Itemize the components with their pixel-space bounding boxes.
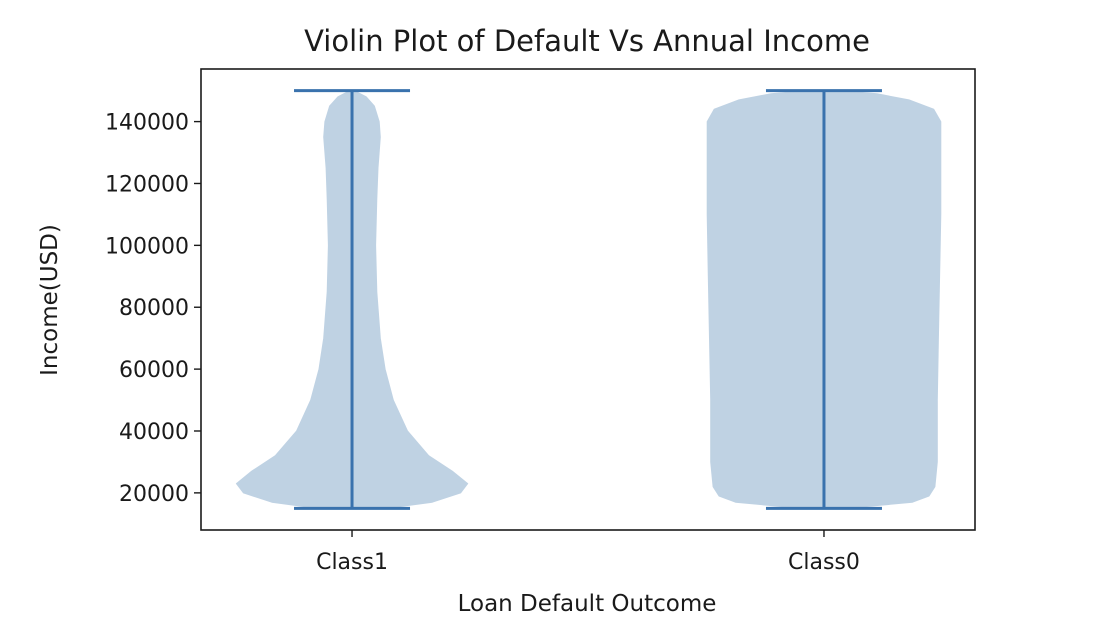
y-tick-label: 120000 <box>105 172 189 197</box>
x-tick-label: Class1 <box>316 550 388 575</box>
y-axis-label: Income(USD) <box>37 224 63 376</box>
y-axis-ticks: 20000 40000 60000 80000 100000 120000 140000 <box>105 111 201 507</box>
x-axis-ticks: Class1 Class0 <box>316 530 860 575</box>
violin-bodies <box>235 90 942 509</box>
y-tick-label: 140000 <box>105 111 189 136</box>
y-tick-label: 100000 <box>105 234 189 259</box>
y-tick-label: 20000 <box>119 482 189 507</box>
plot-frame <box>200 68 976 531</box>
chart-title: Violin Plot of Default Vs Annual Income <box>304 24 870 58</box>
x-tick-label: Class0 <box>788 550 860 575</box>
y-tick-label: 40000 <box>119 420 189 445</box>
y-tick-label: 60000 <box>119 358 189 383</box>
y-tick-label: 80000 <box>119 296 189 321</box>
x-axis-label: Loan Default Outcome <box>458 591 717 617</box>
violin-lines <box>294 89 882 510</box>
